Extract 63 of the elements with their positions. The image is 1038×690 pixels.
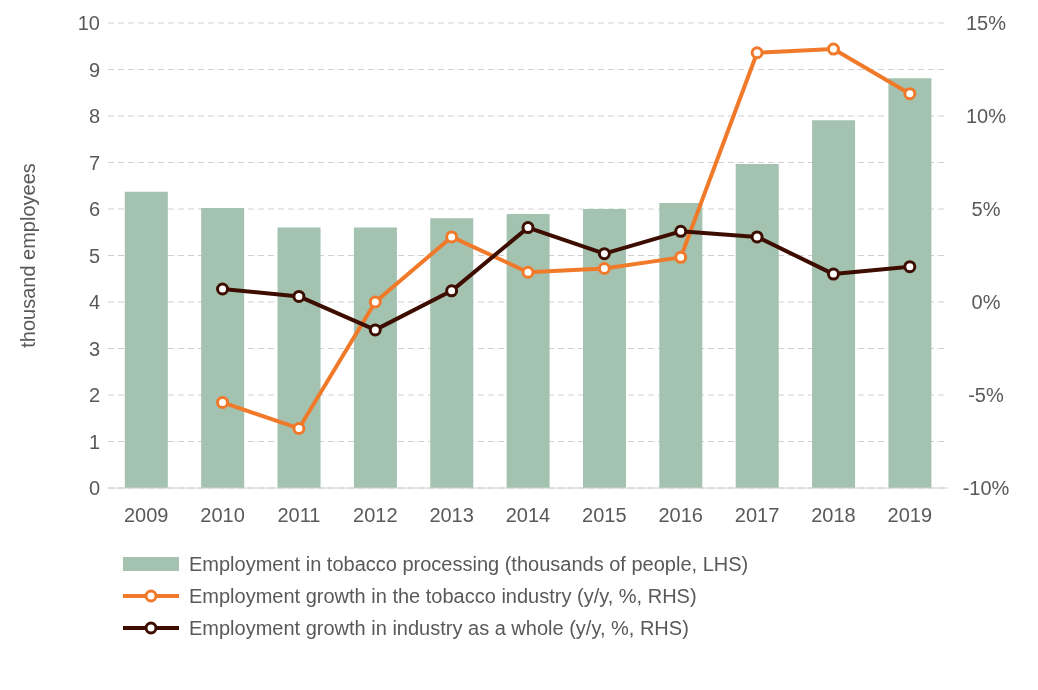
y-tick-label: 1 [88, 430, 100, 453]
point [826, 42, 840, 56]
point [445, 284, 459, 298]
y-tick-label: 10 [77, 12, 100, 35]
point [216, 395, 230, 409]
point [674, 250, 688, 264]
bar [201, 208, 245, 488]
bar [735, 163, 779, 488]
point [521, 265, 535, 279]
x-tick-label: 2009 [123, 504, 169, 527]
point [292, 289, 306, 303]
point [368, 295, 382, 309]
y-tick-label: 4 [88, 291, 100, 314]
bar [277, 227, 321, 488]
y-tick-label: 9 [88, 58, 100, 81]
bar [659, 202, 703, 488]
point [292, 421, 306, 435]
y-tick-label: 3 [88, 337, 100, 360]
x-tick-label: 2018 [811, 504, 856, 527]
point [597, 247, 611, 261]
x-tick-label: 2010 [200, 504, 245, 527]
point [597, 262, 611, 276]
y2-tick-label: 5% [971, 198, 1001, 221]
bar [353, 227, 397, 488]
bar [124, 191, 168, 488]
x-tick-label: 2014 [505, 504, 551, 527]
point [216, 282, 230, 296]
y-tick-label: 8 [88, 105, 100, 128]
x-tick-label: 2019 [887, 504, 933, 527]
y2-tick-label: 10% [965, 105, 1007, 128]
bar [582, 209, 626, 488]
x-tick-label: 2012 [353, 504, 398, 527]
y-tick-label: 7 [88, 151, 100, 174]
bar [506, 214, 550, 488]
legend-label: Employment growth in the tobacco industry (y/y, %, RHS) [189, 584, 697, 608]
bar [888, 78, 932, 488]
x-tick-label: 2015 [582, 504, 627, 527]
bar [430, 218, 474, 488]
y-tick-label: 5 [88, 244, 100, 267]
point [445, 230, 459, 244]
y2-tick-label: 0% [971, 291, 1001, 314]
point [903, 260, 917, 274]
legend-label: Employment growth in industry as a whole (y/y, %, RHS) [189, 616, 689, 640]
point [750, 46, 764, 60]
y-tick-label: 6 [88, 198, 100, 221]
point [903, 87, 917, 101]
y2-tick-label: -10% [962, 477, 1010, 500]
y-tick-label: 2 [88, 384, 100, 407]
bar [812, 120, 856, 488]
x-tick-label: 2011 [277, 504, 321, 527]
x-tick-label: 2013 [429, 504, 474, 527]
legend-label: Employment in tobacco processing (thousands of people, LHS) [189, 552, 749, 576]
y-tick-label: 0 [88, 477, 100, 500]
x-tick-label: 2016 [658, 504, 703, 527]
point [750, 230, 764, 244]
point [368, 323, 382, 337]
y2-tick-label: -5% [968, 384, 1004, 407]
y-axis-title: thousand employees [17, 163, 40, 348]
point [674, 224, 688, 238]
y2-tick-label: 15% [965, 12, 1007, 35]
point [521, 221, 535, 235]
point [826, 267, 840, 281]
x-tick-label: 2017 [734, 504, 780, 527]
